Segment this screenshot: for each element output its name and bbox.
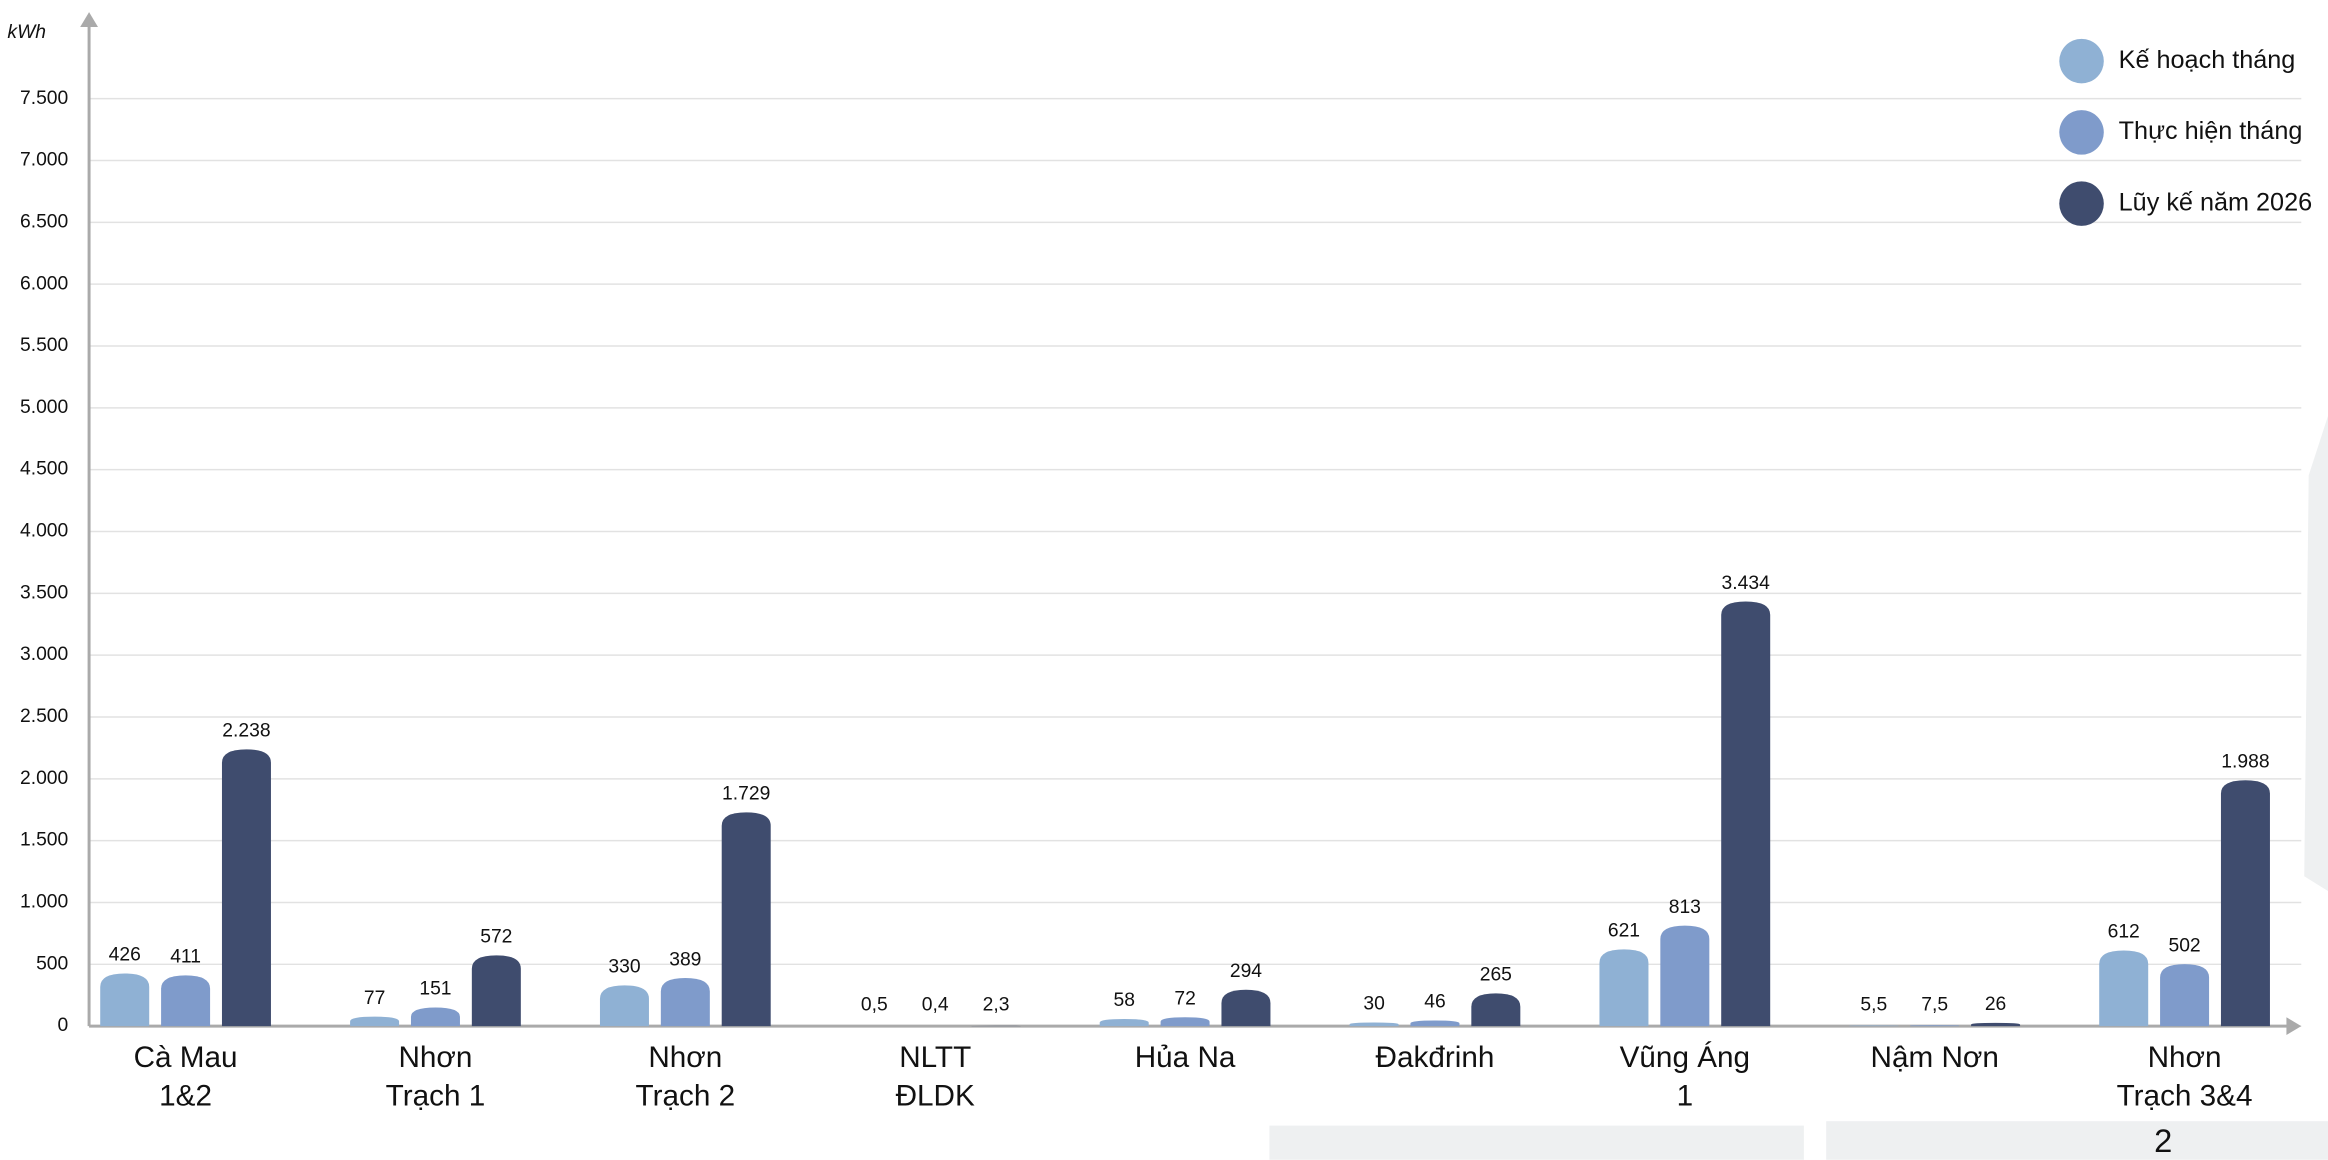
x-tick-label: NLTT ĐLDK <box>896 1041 975 1113</box>
bar <box>100 973 150 1027</box>
y-tick-label: 4.500 <box>20 459 68 480</box>
bar <box>1349 1022 1399 1027</box>
y-tick-label: 7.500 <box>20 88 68 109</box>
y-tick-label: 5.000 <box>20 397 68 418</box>
decor <box>2304 415 2328 892</box>
legend-label: Kế hoạch tháng <box>2119 46 2296 74</box>
bar <box>660 978 710 1027</box>
value-label: 72 <box>1174 989 1195 1010</box>
x-tick-label: Nhơn Trạch 3&4 <box>2117 1041 2253 1113</box>
y-axis-label: kWh <box>7 22 46 43</box>
y-tick-label: 5.500 <box>20 335 68 356</box>
y-tick-label: 2.500 <box>20 706 68 727</box>
bar <box>1849 1025 1899 1027</box>
value-label: 77 <box>364 988 385 1009</box>
value-label: 572 <box>480 927 512 948</box>
bar <box>1721 601 1771 1027</box>
value-label: 7,5 <box>1921 994 1948 1015</box>
x-axis-arrow <box>2286 1017 2302 1036</box>
bar <box>721 812 771 1027</box>
bar <box>471 955 521 1027</box>
x-tick-label: Vũng Áng 1 <box>1620 1041 1750 1113</box>
value-label: 612 <box>2108 922 2140 943</box>
bar <box>1971 1022 2021 1027</box>
value-label: 411 <box>170 947 201 968</box>
bar <box>2220 780 2270 1027</box>
value-label: 2,3 <box>983 994 1010 1015</box>
value-label: 58 <box>1113 990 1134 1011</box>
bar <box>599 985 649 1027</box>
y-axis-arrow <box>80 12 98 27</box>
y-tick-label: 3.000 <box>20 644 68 665</box>
value-label: 330 <box>608 957 640 978</box>
legend-marker <box>2059 110 2104 155</box>
bar <box>1660 925 1710 1027</box>
value-label: 502 <box>2168 935 2200 956</box>
decor <box>1269 1125 1804 1160</box>
value-label: 0,5 <box>861 994 888 1015</box>
bar <box>2160 964 2210 1027</box>
bar <box>350 1016 400 1027</box>
y-tick-label: 7.000 <box>20 150 68 171</box>
value-label: 1.988 <box>2221 752 2269 773</box>
x-tick-label: Nậm Nơn <box>1871 1041 1999 1074</box>
y-tick-label: 1.500 <box>20 830 68 851</box>
decor <box>1826 1121 2328 1160</box>
bar <box>410 1007 460 1027</box>
y-tick-label: 500 <box>36 953 68 974</box>
bar <box>1599 949 1649 1027</box>
bar <box>1410 1020 1460 1027</box>
value-label: 46 <box>1424 992 1445 1013</box>
y-tick-label: 6.500 <box>20 211 68 232</box>
legend-marker <box>2059 181 2104 226</box>
x-tick-label: Nhơn Trạch 1 <box>386 1041 486 1113</box>
x-tick-label: Nhơn Trạch 2 <box>636 1041 736 1113</box>
bar <box>2099 950 2149 1027</box>
y-tick-label: 0 <box>58 1015 69 1036</box>
bar <box>1471 993 1521 1027</box>
value-label: 5,5 <box>1860 994 1887 1015</box>
bar <box>1910 1025 1960 1027</box>
value-label: 621 <box>1608 921 1640 942</box>
bar <box>1160 1017 1210 1027</box>
x-tick-label: Cà Mau 1&2 <box>134 1041 238 1113</box>
value-label: 426 <box>109 945 141 966</box>
bar <box>161 975 211 1027</box>
page-number: 2 <box>2154 1122 2172 1159</box>
value-label: 2.238 <box>222 721 270 742</box>
value-label: 294 <box>1230 961 1262 982</box>
value-label: 26 <box>1985 994 2006 1015</box>
legend-marker <box>2059 38 2104 84</box>
bar <box>1099 1018 1149 1027</box>
value-label: 265 <box>1480 965 1512 986</box>
bar <box>221 749 271 1027</box>
x-tick-label: Hủa Na <box>1135 1041 1236 1074</box>
y-tick-label: 6.000 <box>20 273 68 294</box>
value-label: 1.729 <box>722 784 770 805</box>
value-label: 151 <box>419 979 451 1000</box>
value-label: 813 <box>1669 897 1701 918</box>
y-tick-label: 3.500 <box>20 582 68 603</box>
x-tick-label: Đakđrinh <box>1376 1041 1495 1074</box>
y-tick-label: 4.000 <box>20 521 68 542</box>
y-tick-label: 2.000 <box>20 768 68 789</box>
value-label: 0,4 <box>922 994 949 1015</box>
legend-label: Thực hiện tháng <box>2119 117 2303 145</box>
y-tick-label: 1.000 <box>20 892 68 913</box>
value-label: 30 <box>1363 994 1384 1015</box>
bar <box>1221 989 1271 1027</box>
value-label: 3.434 <box>1722 573 1771 594</box>
legend-label: Lũy kế năm 2026 <box>2119 188 2312 216</box>
value-label: 389 <box>669 949 701 970</box>
